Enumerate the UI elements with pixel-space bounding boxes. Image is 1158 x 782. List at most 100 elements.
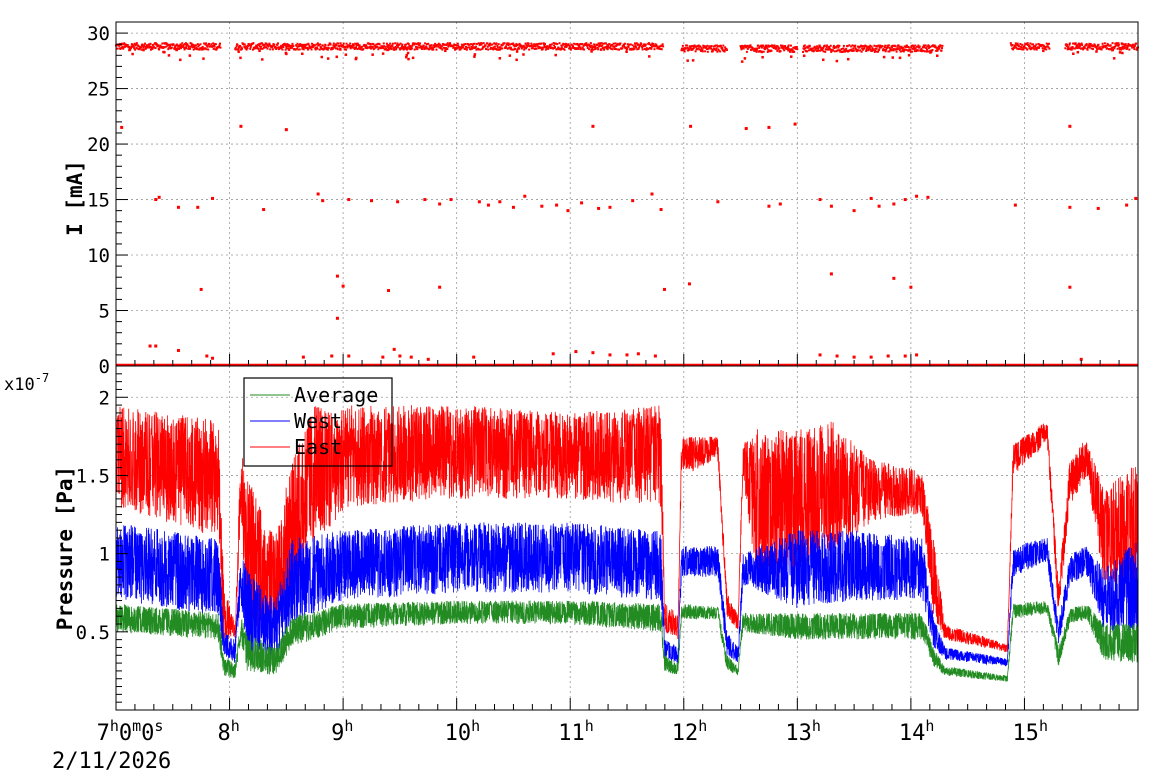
current-point xyxy=(638,46,641,49)
current-point xyxy=(454,47,457,51)
current-point xyxy=(154,198,158,202)
current-point xyxy=(1086,48,1089,51)
current-point xyxy=(1078,45,1081,48)
current-point xyxy=(324,44,327,47)
current-point xyxy=(532,45,535,48)
current-point xyxy=(767,49,770,52)
current-point xyxy=(768,45,771,48)
current-point xyxy=(179,47,182,50)
current-point xyxy=(143,45,146,48)
current-point xyxy=(254,47,257,50)
current-point xyxy=(607,46,610,49)
x-tick-label: 12h xyxy=(672,717,708,746)
current-point xyxy=(643,43,646,46)
current-point xyxy=(488,44,491,47)
current-point xyxy=(571,46,574,49)
current-point xyxy=(251,48,254,51)
current-point xyxy=(393,48,396,51)
current-point xyxy=(148,344,152,348)
current-point xyxy=(923,50,926,53)
current-point xyxy=(868,47,871,50)
current-point xyxy=(135,42,138,45)
current-point xyxy=(619,42,622,45)
current-point xyxy=(529,44,532,47)
current-point xyxy=(789,50,792,53)
current-point xyxy=(382,42,385,45)
legend-label-west: West xyxy=(294,409,342,433)
current-point xyxy=(769,44,772,47)
current-point xyxy=(830,50,833,53)
current-point xyxy=(517,46,520,49)
current-point xyxy=(186,43,189,46)
current-point xyxy=(184,42,187,45)
current-point xyxy=(506,47,509,50)
current-point xyxy=(354,42,357,45)
current-point xyxy=(626,47,629,50)
current-point xyxy=(405,43,408,46)
time-unit: m xyxy=(132,717,141,735)
current-point xyxy=(1118,46,1121,49)
current-point xyxy=(817,46,820,49)
current-point xyxy=(211,45,214,48)
current-point xyxy=(206,45,209,48)
current-point xyxy=(910,46,913,49)
current-point xyxy=(783,49,786,52)
current-point xyxy=(701,48,704,51)
current-point xyxy=(683,50,686,53)
current-point xyxy=(444,46,447,49)
current-point xyxy=(613,47,616,50)
current-point xyxy=(930,50,933,53)
current-point xyxy=(419,42,422,45)
current-point xyxy=(511,205,515,209)
current-point xyxy=(897,47,900,50)
current-point xyxy=(568,46,571,49)
current-point xyxy=(589,42,592,45)
y-tick-label: 0 xyxy=(99,356,110,378)
current-point xyxy=(856,50,859,53)
current-point xyxy=(1093,44,1096,47)
current-point xyxy=(410,46,413,49)
current-point xyxy=(637,43,640,46)
time-value: 9 xyxy=(331,721,344,746)
current-point xyxy=(525,46,528,49)
current-point xyxy=(392,347,396,351)
current-point xyxy=(347,354,351,358)
current-point xyxy=(704,45,707,48)
current-point xyxy=(555,203,559,207)
current-point xyxy=(116,47,119,50)
current-point xyxy=(744,127,748,131)
current-point xyxy=(896,47,899,50)
current-point xyxy=(1125,203,1129,207)
current-point xyxy=(831,49,834,52)
current-point xyxy=(133,47,136,50)
current-point xyxy=(139,47,142,50)
current-point xyxy=(339,48,342,51)
current-point xyxy=(1088,46,1091,49)
current-point xyxy=(751,47,754,50)
current-point xyxy=(174,44,177,47)
current-point xyxy=(1022,48,1025,51)
current-point xyxy=(536,44,539,47)
current-point xyxy=(549,44,552,47)
current-point xyxy=(821,46,824,49)
current-point xyxy=(395,47,398,50)
current-point xyxy=(206,44,209,47)
current-point xyxy=(686,46,689,49)
current-point xyxy=(417,42,420,45)
current-point xyxy=(189,45,192,48)
current-point xyxy=(492,48,495,51)
current-point xyxy=(198,44,201,47)
current-point xyxy=(144,47,147,50)
current-point xyxy=(842,47,845,50)
current-point xyxy=(165,45,168,48)
current-point xyxy=(1083,47,1086,50)
current-point xyxy=(199,287,203,291)
current-point xyxy=(245,45,248,48)
current-point xyxy=(1121,42,1124,45)
current-point xyxy=(775,46,778,49)
current-point xyxy=(1134,43,1137,46)
current-point xyxy=(465,48,468,51)
current-point xyxy=(240,46,243,49)
current-point xyxy=(414,42,417,45)
